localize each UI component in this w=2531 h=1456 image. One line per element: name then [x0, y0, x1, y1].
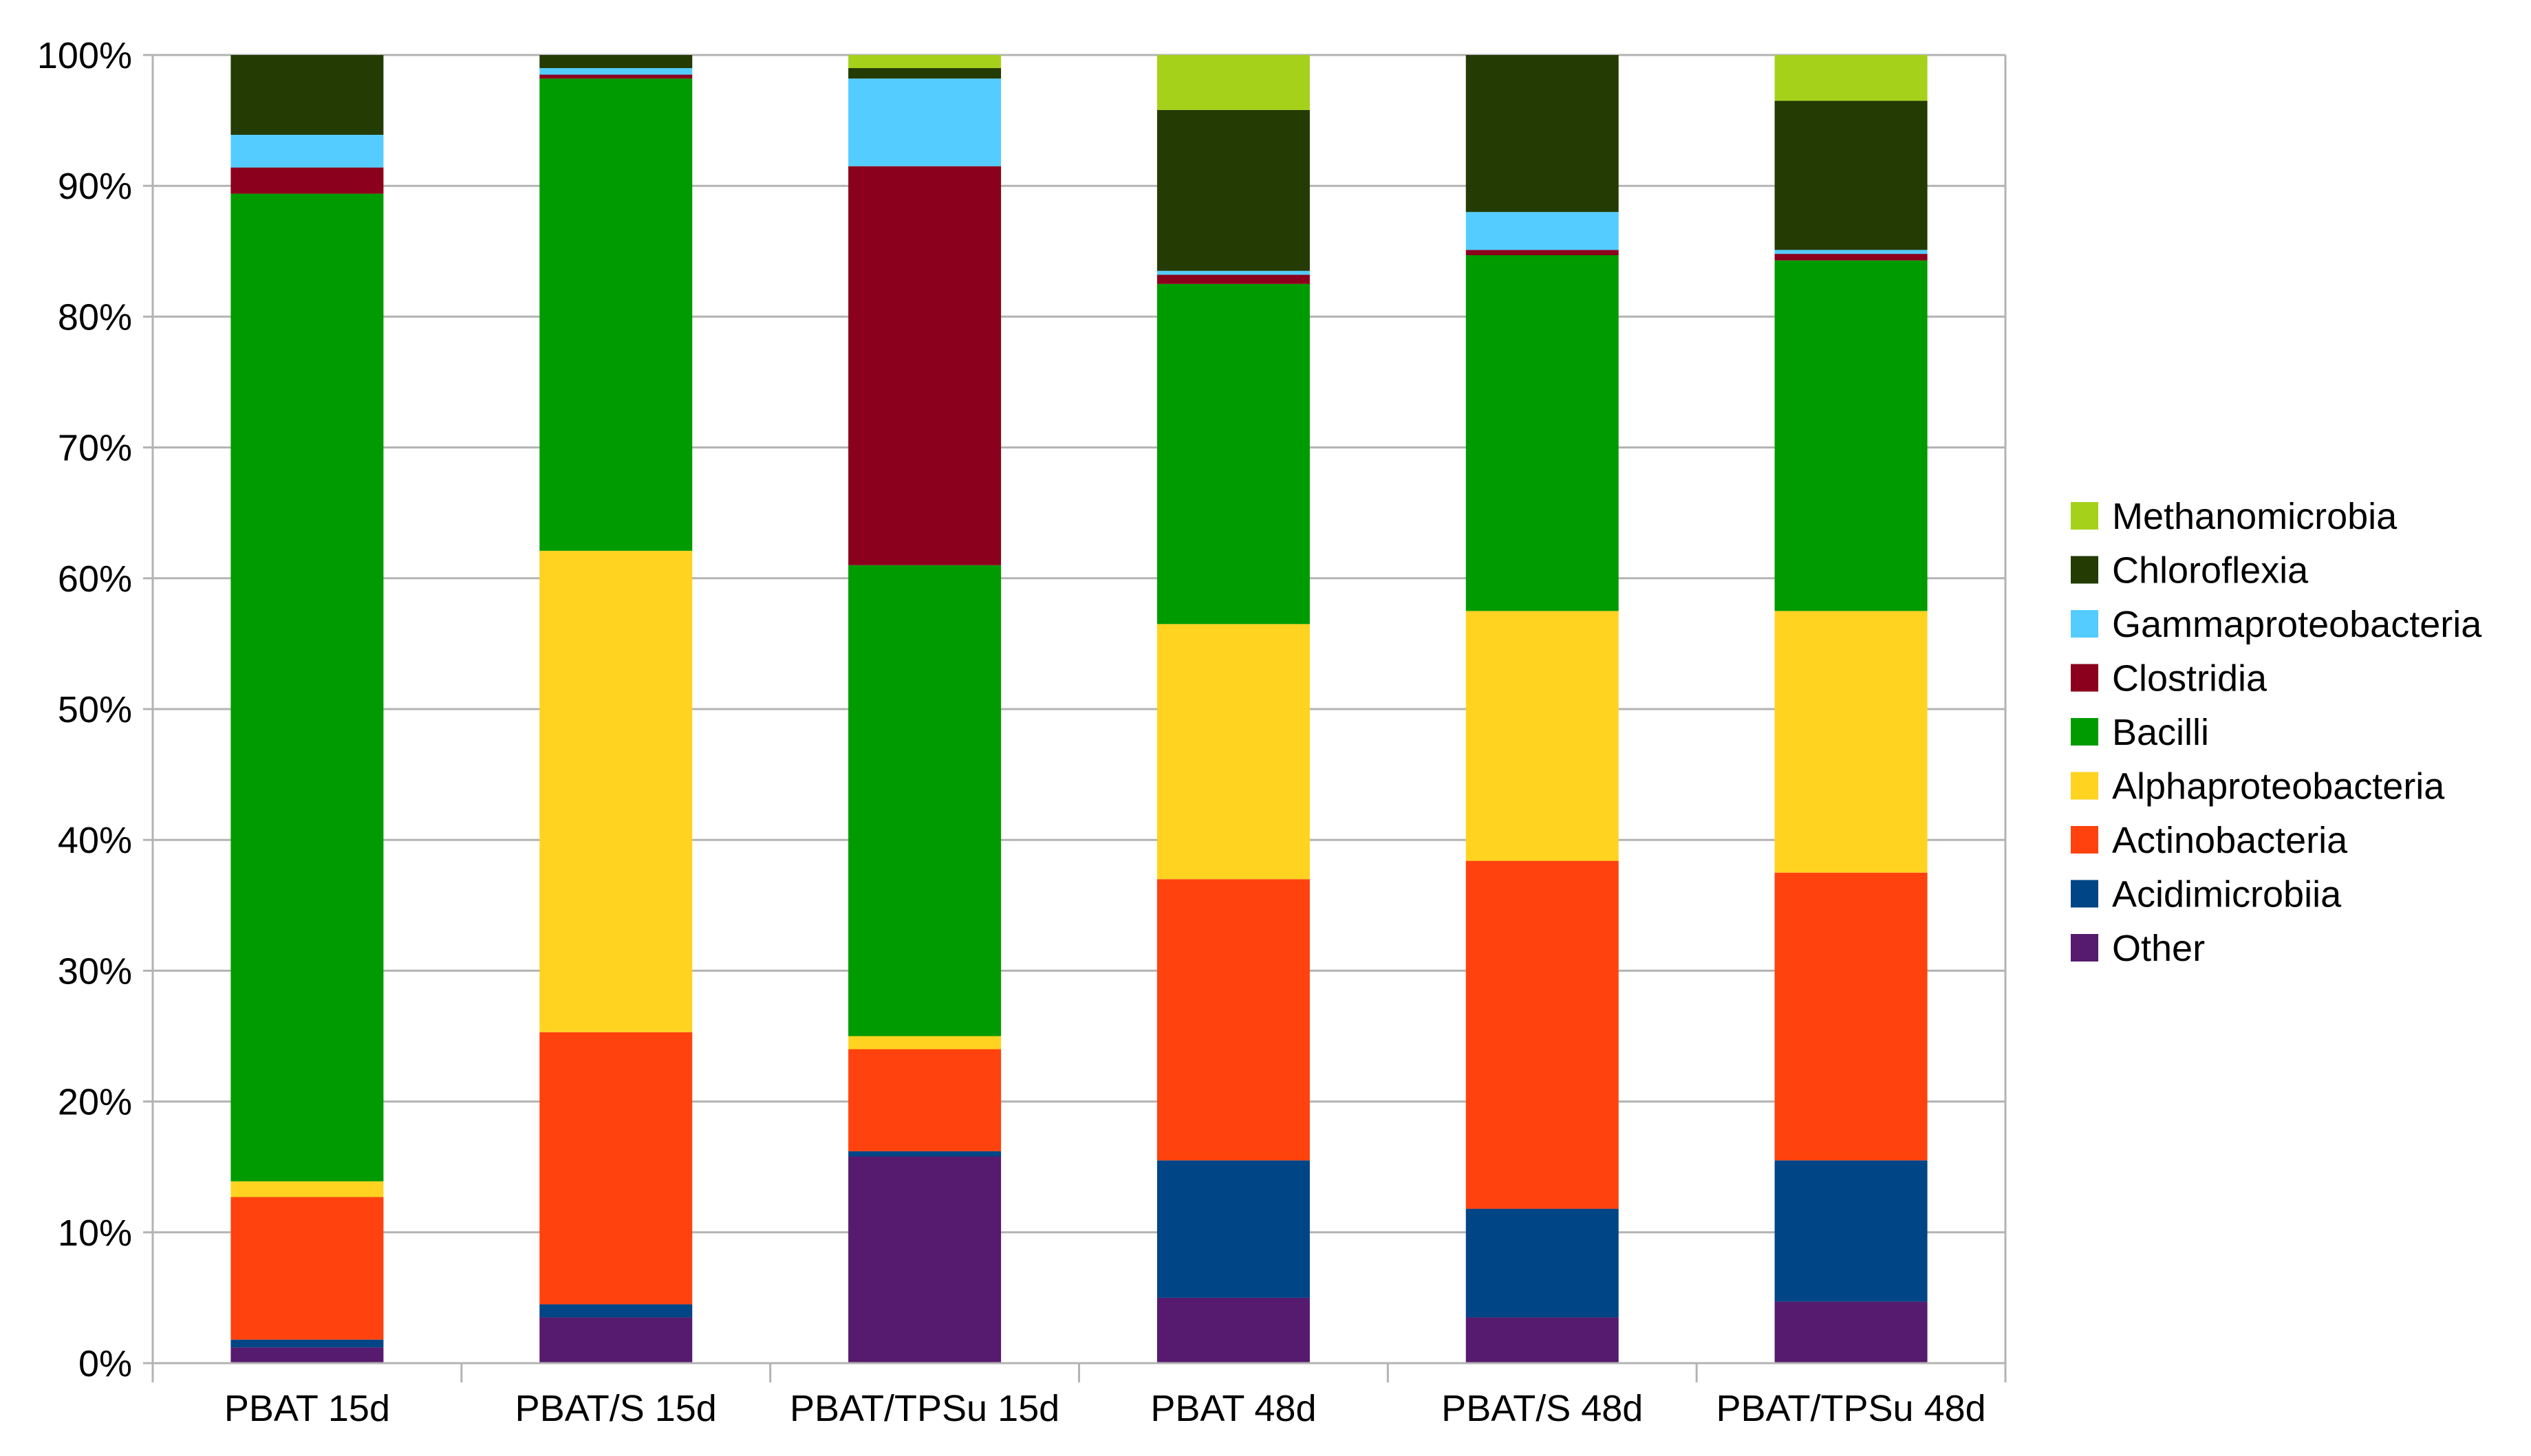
legend-swatch — [2071, 826, 2098, 854]
bar-segment — [539, 55, 693, 69]
bar-segment — [230, 135, 384, 168]
x-tick-label: PBAT/TPSu 15d — [790, 1388, 1059, 1429]
legend-label: Chloroflexia — [2112, 550, 2309, 591]
y-tick-label: 50% — [58, 689, 132, 730]
bar-segment — [1465, 611, 1619, 861]
y-tick-label: 0% — [78, 1343, 132, 1384]
bar-segment — [1465, 1317, 1619, 1363]
x-tick-label: PBAT/TPSu 48d — [1716, 1388, 1985, 1429]
y-tick-label: 40% — [58, 820, 132, 861]
bar-segment — [230, 55, 384, 135]
y-tick-label: 90% — [58, 166, 132, 207]
legend-label: Clostridia — [2112, 658, 2268, 699]
bar-segment — [1774, 100, 1928, 250]
bar-segment — [1465, 55, 1619, 213]
legend-swatch — [2071, 610, 2098, 638]
bar-segment — [1774, 872, 1928, 1161]
bar-segment — [1156, 270, 1310, 275]
y-tick-label: 10% — [58, 1213, 132, 1254]
bar-segment — [848, 1049, 1002, 1151]
x-tick-label: PBAT/S 48d — [1441, 1388, 1643, 1429]
bar-segment — [848, 166, 1002, 565]
bar-segment — [539, 1317, 693, 1363]
y-tick-label: 20% — [58, 1082, 132, 1123]
bar-segment — [1774, 254, 1928, 261]
bar-segment — [539, 78, 693, 551]
bar-segment — [848, 565, 1002, 1036]
y-tick-labels: 0% 10% 20% 30% 40% 50% 60% 70% 80% 90% 100% — [37, 35, 132, 1384]
legend-label: Actinobacteria — [2112, 820, 2348, 861]
bar-segment — [230, 1339, 384, 1348]
bar-segment — [1774, 1160, 1928, 1302]
bar-segment — [1774, 611, 1928, 873]
legend-swatch — [2071, 772, 2098, 800]
x-tick-label: PBAT 48d — [1150, 1388, 1316, 1429]
bar-segment — [230, 1347, 384, 1363]
x-tick-labels: PBAT 15d PBAT/S 15d PBAT/TPSu 15d PBAT 48d P… — [224, 1388, 1986, 1429]
bar-segment — [1465, 250, 1619, 256]
bar-segment — [1156, 55, 1310, 110]
legend: Methanomicrobia Chloroflexia Gammaproteoba… — [2071, 496, 2482, 969]
bar-segment — [1156, 283, 1310, 624]
y-tick-label: 30% — [58, 950, 132, 992]
bar-segment — [1156, 1160, 1310, 1298]
bar-segment — [1774, 250, 1928, 254]
bar-segment — [1774, 1301, 1928, 1363]
bar-segment — [1465, 212, 1619, 250]
axes — [143, 54, 2007, 1382]
bar-segment — [539, 68, 693, 75]
bar-segment — [539, 1304, 693, 1318]
bar-segment — [1156, 274, 1310, 284]
bar-segment — [1156, 1297, 1310, 1363]
bar-segment — [230, 1197, 384, 1340]
bar-segment — [848, 1036, 1002, 1050]
bar-segment — [1156, 624, 1310, 880]
bar-segment — [1774, 55, 1928, 101]
legend-label: Bacilli — [2112, 712, 2209, 753]
bar-segment — [848, 1156, 1002, 1363]
bar-segment — [1465, 255, 1619, 611]
y-tick-label: 100% — [37, 35, 132, 76]
y-tick-label: 60% — [58, 558, 132, 600]
legend-swatch — [2071, 556, 2098, 584]
bar-segment — [848, 1151, 1002, 1157]
bar-segment — [230, 193, 384, 1182]
bar-segment — [1465, 860, 1619, 1209]
legend-swatch — [2071, 718, 2098, 746]
legend-swatch — [2071, 664, 2098, 692]
bar-segment — [230, 167, 384, 194]
legend-label: Alphaproteobacteria — [2112, 766, 2445, 807]
bar-segment — [1465, 1208, 1619, 1318]
legend-swatch — [2071, 502, 2098, 530]
y-tick-label: 70% — [58, 428, 132, 469]
x-tick-label: PBAT/S 15d — [515, 1388, 717, 1429]
bar-segment — [1156, 879, 1310, 1161]
gridlines — [153, 54, 2005, 1365]
x-tick-label: PBAT 15d — [224, 1388, 390, 1429]
legend-label: Methanomicrobia — [2112, 496, 2398, 537]
bar-segment — [230, 1181, 384, 1197]
legend-label: Other — [2112, 928, 2205, 969]
legend-swatch — [2071, 880, 2098, 908]
bar-segment — [848, 78, 1002, 166]
legend-swatch — [2071, 934, 2098, 961]
legend-label: Acidimicrobiia — [2112, 874, 2342, 915]
bars — [230, 55, 1928, 1363]
bar-segment — [539, 1032, 693, 1305]
legend-label: Gammaproteobacteria — [2112, 604, 2482, 645]
bar-segment — [848, 55, 1002, 69]
bar-segment — [848, 68, 1002, 79]
bar-segment — [539, 74, 693, 79]
bar-segment — [1774, 260, 1928, 611]
bar-segment — [539, 550, 693, 1032]
bar-segment — [1156, 109, 1310, 271]
y-tick-label: 80% — [58, 296, 132, 338]
